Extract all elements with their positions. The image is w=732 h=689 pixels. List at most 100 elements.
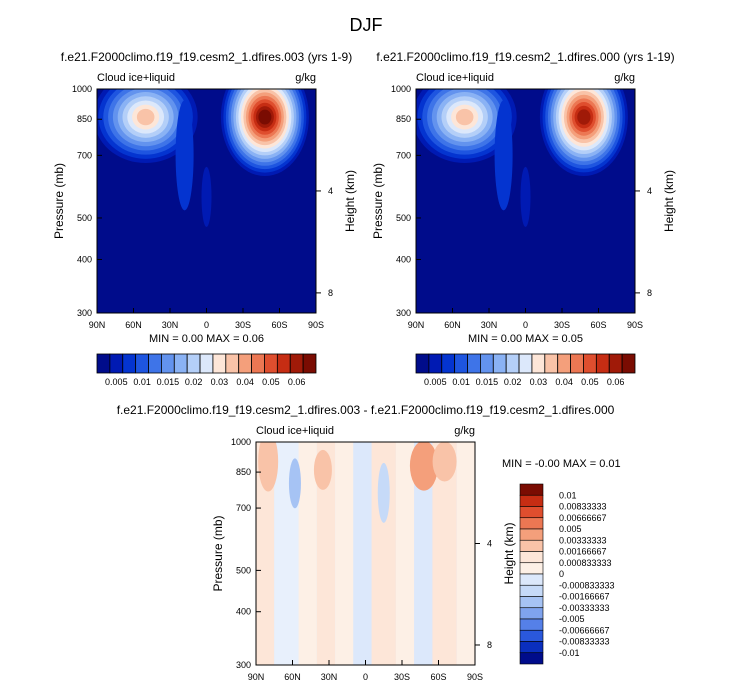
colorbar-label: 0.06 (607, 377, 625, 387)
colorbar-box-5 (480, 353, 494, 374)
variable-label: Cloud ice+liquid (416, 72, 494, 84)
southern-cloud-level-15 (577, 109, 591, 125)
colorbar-box-12 (251, 353, 265, 374)
colorbar-box-11 (557, 353, 571, 374)
colorbar-box-2 (441, 353, 456, 374)
colorbar-box-15 (289, 353, 304, 374)
colorbar-box-1 (428, 353, 443, 374)
colorbar-box-15 (608, 353, 623, 374)
panel-title: f.e21.F2000climo.f19_f19.cesm2_1.dfires.… (376, 50, 674, 64)
colorbar-box-2 (519, 506, 544, 519)
colorbar-label: 0.01 (559, 490, 577, 500)
y-tick-label: 500 (236, 565, 251, 575)
difference-band-4 (335, 442, 354, 665)
difference-anomaly-4 (432, 442, 457, 482)
x-tick-label: 30S (394, 672, 410, 682)
plot-field (416, 89, 635, 313)
colorbar-box-7 (505, 353, 520, 374)
difference-band-3 (316, 442, 336, 665)
tropical-cloud-level-10 (455, 108, 474, 126)
colorbar-label: 0.04 (236, 377, 254, 387)
colorbar-label: -0.00333333 (559, 603, 610, 613)
colorbar-label: -0.00166667 (559, 592, 610, 602)
colorbar-box-4 (148, 353, 162, 374)
colorbar-box-11 (238, 353, 252, 374)
colorbar-box-12 (519, 618, 544, 631)
equatorial-column (520, 166, 531, 227)
colorbar-label: 0.03 (211, 377, 229, 387)
colorbar-label: -0.005 (559, 614, 585, 624)
colorbar-label: 0.05 (581, 377, 599, 387)
x-tick-label: 60N (125, 320, 142, 330)
southern-cloud-level-16 (258, 109, 272, 125)
x-tick-label: 0 (523, 320, 528, 330)
colorbar-box-16 (621, 353, 636, 374)
difference-band-5 (353, 442, 372, 665)
y-tick-label: 1000 (72, 84, 92, 94)
height-tick-label: 4 (487, 538, 492, 548)
colorbar-box-8 (519, 573, 544, 586)
y-tick-label: 300 (236, 660, 251, 670)
colorbar-label: -0.01 (559, 648, 580, 658)
y-tick-label: 500 (396, 213, 411, 223)
colorbar-label: 0.005 (424, 377, 447, 387)
colorbar-box-6 (173, 353, 188, 374)
colorbar-box-15 (519, 652, 544, 665)
units-label: g/kg (454, 425, 475, 437)
difference-band-10 (456, 442, 475, 665)
colorbar-label: 0.01 (452, 377, 470, 387)
units-label: g/kg (295, 72, 316, 84)
y-tick-label: 850 (396, 114, 411, 124)
colorbar-label: 0.01 (133, 377, 151, 387)
colorbar-box-4 (519, 528, 544, 541)
difference-anomaly-3 (409, 442, 438, 491)
colorbar-box-0 (519, 483, 544, 496)
x-tick-label: 90S (627, 320, 643, 330)
colorbar-box-0 (96, 353, 111, 374)
colorbar-label: 0.015 (157, 377, 180, 387)
variable-label: Cloud ice+liquid (256, 425, 334, 437)
y-tick-label: 700 (396, 150, 411, 160)
colorbar-label: 0 (559, 569, 564, 579)
colorbar-box-13 (583, 353, 597, 374)
colorbar-label: -0.00833333 (559, 637, 610, 647)
y-tick-label: 1000 (391, 84, 411, 94)
figure-title: DJF (350, 15, 383, 35)
colorbar-box-7 (519, 562, 544, 575)
plot-field (97, 89, 316, 313)
height-tick-label: 8 (487, 640, 492, 650)
colorbar-label: 0.02 (504, 377, 522, 387)
colorbar-box-12 (570, 353, 584, 374)
y-tick-label: 400 (396, 254, 411, 264)
difference-band-2 (298, 442, 317, 665)
x-tick-label: 60N (284, 672, 301, 682)
colorbar-box-14 (595, 353, 610, 374)
colorbar-box-10 (519, 596, 544, 609)
colorbar-box-2 (122, 353, 137, 374)
colorbar-label: 0.00166667 (559, 547, 607, 557)
x-tick-label: 30N (481, 320, 498, 330)
x-tick-label: 90S (308, 320, 324, 330)
tropical-cloud-level-10 (136, 108, 155, 126)
colorbar-box-11 (519, 607, 544, 620)
height-axis-label: Height (km) (343, 170, 357, 232)
colorbar-box-7 (186, 353, 201, 374)
height-axis-label: Height (km) (662, 170, 676, 232)
colorbar-box-8 (518, 353, 533, 374)
colorbar-label: 0.05 (262, 377, 280, 387)
y-tick-label: 300 (396, 308, 411, 318)
colorbar-label: 0.00333333 (559, 535, 607, 545)
colorbar-box-6 (519, 551, 544, 564)
difference-anomaly-0 (258, 442, 279, 492)
colorbar-box-9 (531, 353, 546, 374)
chart-panel-3: f.e21.F2000climo.f19_f19.cesm2_1.dfires.… (117, 403, 621, 682)
difference-anomaly-2 (288, 458, 301, 509)
colorbar-box-9 (212, 353, 227, 374)
colorbar-box-9 (519, 584, 544, 597)
x-tick-label: 30N (321, 672, 338, 682)
height-tick-label: 4 (328, 186, 333, 196)
y-tick-label: 500 (77, 213, 92, 223)
colorbar-label: 0.00666667 (559, 513, 607, 523)
